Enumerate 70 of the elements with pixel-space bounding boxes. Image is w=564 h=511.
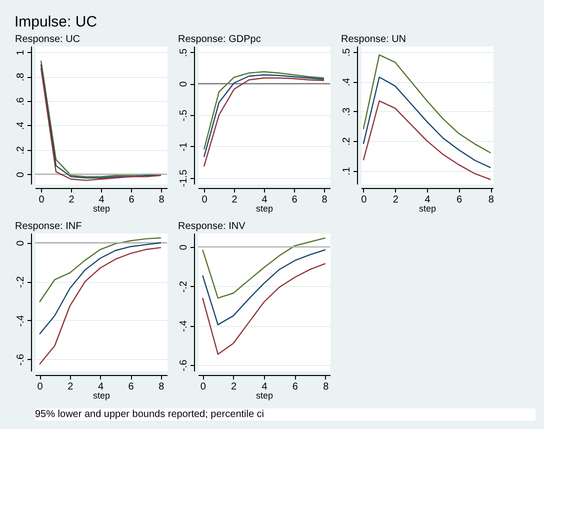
x-tick-label: 8	[323, 382, 330, 392]
chart-title: Response: UN	[341, 34, 406, 45]
y-tick-label: .3	[342, 107, 352, 116]
x-tick-label: 0	[37, 382, 44, 392]
y-tick-label: -.4	[178, 320, 190, 332]
y-tick-label: 0	[16, 172, 26, 178]
y-tick-label: .8	[16, 72, 26, 82]
y-tick-label: .4	[342, 78, 352, 86]
x-tick-label: 2	[231, 382, 238, 392]
x-tick-label: 0	[200, 382, 206, 392]
y-tick-label: .1	[342, 166, 352, 176]
y-tick-label: -.2	[16, 276, 26, 288]
chart-title: Response: UC	[15, 34, 80, 45]
x-axis-title: step	[92, 204, 110, 214]
y-tick-label: .2	[342, 136, 352, 146]
x-tick-label: 2	[68, 194, 75, 206]
y-tick-label: -1	[178, 142, 190, 152]
x-tick-label: 4	[98, 382, 104, 392]
x-tick-label: 2	[68, 382, 74, 392]
x-tick-label: 2	[232, 194, 238, 206]
line-series	[38, 242, 162, 335]
line-series	[202, 237, 326, 299]
line-series	[38, 237, 162, 303]
x-tick-label: 6	[128, 194, 135, 206]
x-tick-label: 4	[98, 194, 105, 206]
x-tick-label: 6	[292, 382, 298, 392]
x-tick-label: 4	[424, 194, 431, 206]
x-tick-label: 4	[262, 382, 268, 392]
text: Impulse: UC	[14, 14, 98, 30]
y-tick-label: .2	[16, 146, 26, 154]
x-tick-label: 8	[322, 194, 328, 206]
y-tick-label: -.2	[178, 280, 190, 293]
chart-title: Response: INV	[178, 221, 246, 232]
y-tick-label: -1.5	[178, 169, 190, 187]
line-series	[362, 54, 492, 154]
y-tick-label: -.5	[178, 109, 190, 122]
line-series	[202, 262, 326, 355]
x-tick-label: 2	[392, 194, 399, 206]
x-axis-title: step	[256, 204, 274, 214]
line-series	[362, 76, 492, 168]
x-tick-label: 4	[262, 194, 268, 206]
text: 95% lower and upper bounds reported; percentile ci	[35, 409, 264, 420]
x-tick-label: 0	[202, 194, 208, 206]
chart-title: Response: GDPpc	[178, 34, 261, 45]
y-tick-label: 0	[16, 240, 26, 246]
y-tick-label: 0	[178, 244, 190, 250]
x-tick-label: 0	[38, 194, 45, 206]
y-tick-label: 0	[178, 80, 190, 87]
x-tick-label: 6	[456, 194, 463, 206]
y-tick-label: .4	[16, 121, 26, 130]
x-axis-title: step	[418, 204, 436, 214]
x-tick-label: 8	[158, 382, 165, 392]
y-tick-label: -.4	[16, 314, 26, 327]
y-tick-label: -.6	[178, 359, 190, 372]
y-tick-label: 1	[16, 49, 26, 56]
x-tick-label: 0	[361, 194, 368, 206]
x-tick-label: 6	[292, 194, 298, 206]
line-series	[362, 100, 492, 180]
y-tick-label: -.6	[16, 354, 26, 366]
y-tick-label: .5	[342, 48, 352, 57]
x-tick-label: 8	[488, 194, 494, 206]
chart-title: Response: INF	[15, 221, 82, 232]
x-tick-label: 8	[158, 194, 165, 206]
y-tick-label: .6	[16, 96, 26, 106]
y-tick-label: .5	[178, 48, 190, 57]
line-series	[202, 249, 326, 326]
x-tick-label: 6	[128, 382, 134, 392]
x-axis-title: step	[92, 390, 110, 400]
x-axis-title: step	[256, 390, 274, 400]
line-series	[38, 246, 162, 365]
